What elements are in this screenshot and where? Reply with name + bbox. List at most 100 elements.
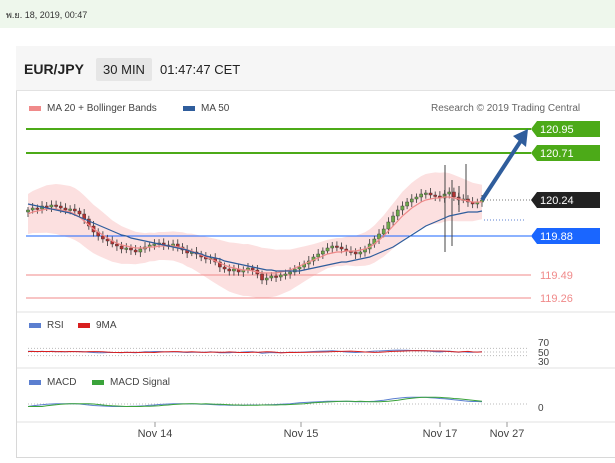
candle-body xyxy=(54,204,58,207)
level-box-120.71 xyxy=(531,145,600,161)
candle-body xyxy=(297,266,302,270)
level-label-120.24: 120.24 xyxy=(540,195,574,207)
candle-body xyxy=(68,208,72,211)
forecast-arrow xyxy=(480,137,524,202)
candle-body xyxy=(222,266,227,270)
candle-body xyxy=(395,209,400,217)
candle-body xyxy=(335,245,339,248)
candle-body xyxy=(353,251,358,255)
rsi-tick-label: 30 xyxy=(538,357,550,368)
macd-signal-swatch xyxy=(92,379,104,385)
candle-body xyxy=(428,192,433,196)
level-box-120.24 xyxy=(531,192,600,208)
candle-body xyxy=(129,247,133,251)
candle-body xyxy=(274,275,278,278)
candle-body xyxy=(288,271,292,275)
rsi-swatch xyxy=(29,322,41,328)
candle-body xyxy=(409,198,414,203)
candle-body xyxy=(264,277,269,281)
legend-macd-signal-label: MACD Signal xyxy=(110,377,171,388)
ma9-swatch xyxy=(78,322,90,328)
rsi-tick-label: 50 xyxy=(538,348,550,359)
macd-tick-label: 0 xyxy=(538,403,544,414)
forecast-arrowhead xyxy=(513,129,528,147)
candle-body xyxy=(325,247,330,252)
candle-body xyxy=(227,268,232,272)
candle-body xyxy=(321,250,325,255)
candle-body xyxy=(105,238,110,242)
candle-body xyxy=(101,235,105,240)
macd-swatch xyxy=(29,379,41,385)
candle-body xyxy=(386,221,391,230)
legend-9ma-label: 9MA xyxy=(96,320,117,331)
ma50-line xyxy=(27,203,483,272)
ma20-line xyxy=(27,196,482,274)
macd-signal-line xyxy=(28,396,483,407)
date-text: พ.ย. 18, 2019, 00:47 xyxy=(6,10,88,20)
candle-body xyxy=(63,207,68,211)
candle-body xyxy=(124,247,129,250)
candle-body xyxy=(35,207,40,210)
candle-body xyxy=(330,245,335,249)
candle-body xyxy=(250,267,255,271)
candle-body xyxy=(30,207,35,211)
x-tick-label: Nov 15 xyxy=(284,428,319,440)
rsi-tick-label: 70 xyxy=(538,338,550,349)
candle-body xyxy=(218,261,222,268)
candle-body xyxy=(433,194,437,197)
candle-body xyxy=(58,205,63,209)
time-label: 01:47:47 CET xyxy=(160,62,241,77)
candle-body xyxy=(26,209,30,213)
candle-body xyxy=(424,192,428,195)
level-label-119.49: 119.49 xyxy=(540,270,573,282)
candle-body xyxy=(77,210,82,215)
candle-body xyxy=(269,275,274,279)
candle-body xyxy=(391,215,395,223)
level-label-120.71: 120.71 xyxy=(540,148,574,160)
level-box-119.88 xyxy=(531,228,600,244)
candle-body xyxy=(358,251,363,255)
candle-body xyxy=(260,273,264,281)
level-box-120.95 xyxy=(531,121,600,137)
candle-body xyxy=(152,243,157,246)
candle-body xyxy=(381,228,386,235)
candle-body xyxy=(73,208,77,212)
candle-body xyxy=(316,253,320,258)
x-tick-label: Nov 14 xyxy=(138,428,173,440)
legend-macd-label: MACD xyxy=(47,377,77,388)
ma50-swatch xyxy=(183,105,195,111)
candle-body xyxy=(49,204,54,208)
candle-body xyxy=(405,201,409,207)
candle-body xyxy=(232,268,236,272)
x-tick-label: Nov 27 xyxy=(490,428,525,440)
candle-body xyxy=(133,249,138,253)
candle-body xyxy=(452,191,456,198)
timeframe-button[interactable]: 30 MIN xyxy=(96,58,152,81)
candle-body xyxy=(278,274,283,278)
level-label-119.88: 119.88 xyxy=(540,231,573,243)
candle-body xyxy=(377,233,381,240)
legend-macd-signal: MACD Signal xyxy=(92,377,170,388)
bollinger-band xyxy=(28,172,482,299)
pair-label: EUR/JPY xyxy=(24,61,84,77)
candle-body xyxy=(283,273,288,276)
legend-9ma: 9MA xyxy=(78,320,117,331)
top-bar: พ.ย. 18, 2019, 00:47 xyxy=(0,0,615,28)
candle-body xyxy=(138,248,143,253)
candle-body xyxy=(87,218,91,227)
legend-rsi: RSI xyxy=(29,320,64,331)
legend-ma20: MA 20 + Bollinger Bands xyxy=(29,103,157,114)
level-label-120.95: 120.95 xyxy=(540,124,574,136)
x-tick-label: Nov 17 xyxy=(423,428,458,440)
candle-body xyxy=(339,246,344,250)
candle-body xyxy=(419,193,423,198)
credit-text: Research © 2019 Trading Central xyxy=(431,103,581,114)
candle-body xyxy=(414,196,419,200)
candle-body xyxy=(115,243,119,247)
legend-ma20-label: MA 20 + Bollinger Bands xyxy=(47,103,157,114)
legend-rsi-label: RSI xyxy=(47,320,64,331)
legend-ma50-label: MA 50 xyxy=(201,103,230,114)
candle-body xyxy=(447,191,452,195)
level-label-119.26: 119.26 xyxy=(540,293,573,305)
